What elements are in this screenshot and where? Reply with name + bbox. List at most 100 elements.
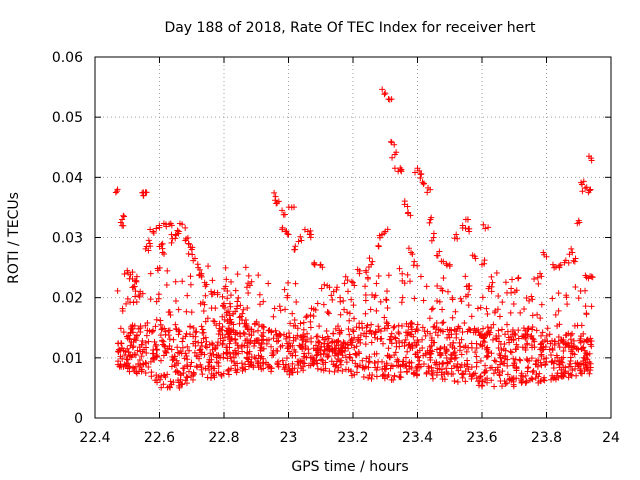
- data-point: [298, 237, 305, 244]
- data-point: [359, 357, 366, 364]
- data-point: [515, 275, 522, 282]
- data-point: [463, 363, 470, 370]
- data-point: [218, 327, 225, 334]
- data-point: [484, 379, 491, 386]
- data-point: [226, 329, 233, 336]
- data-point: [291, 204, 298, 211]
- data-point: [537, 270, 544, 277]
- data-point: [490, 321, 497, 328]
- data-point: [448, 327, 455, 334]
- data-point: [360, 373, 367, 380]
- data-point: [347, 339, 354, 346]
- data-point: [291, 317, 298, 324]
- data-point: [308, 335, 315, 342]
- data-point: [407, 212, 414, 219]
- data-point: [434, 252, 441, 259]
- data-point: [481, 332, 488, 339]
- data-point: [452, 308, 459, 315]
- data-point: [488, 324, 495, 331]
- data-point: [299, 346, 306, 353]
- data-point: [189, 251, 196, 258]
- data-point: [351, 282, 358, 289]
- data-point: [248, 353, 255, 360]
- data-point: [250, 364, 257, 371]
- data-point: [384, 352, 391, 359]
- data-point: [460, 371, 467, 378]
- data-point: [186, 368, 193, 375]
- data-point: [531, 275, 538, 282]
- data-point: [314, 300, 321, 307]
- data-point: [474, 305, 481, 312]
- data-point: [281, 286, 288, 293]
- data-point: [252, 355, 259, 362]
- data-point: [206, 341, 213, 348]
- data-point: [298, 365, 305, 372]
- data-point: [219, 323, 226, 330]
- data-point: [176, 328, 183, 335]
- data-point: [157, 317, 164, 324]
- data-point: [578, 322, 585, 329]
- data-point: [183, 352, 190, 359]
- data-point: [395, 329, 402, 336]
- data-point: [189, 244, 196, 251]
- data-point: [588, 337, 595, 344]
- data-point: [384, 226, 391, 233]
- data-point: [209, 346, 216, 353]
- data-point: [355, 334, 362, 341]
- data-point: [293, 298, 300, 305]
- data-point: [513, 375, 520, 382]
- data-point: [153, 316, 160, 323]
- data-point: [150, 229, 157, 236]
- data-point: [384, 325, 391, 332]
- data-point: [473, 353, 480, 360]
- data-point: [183, 308, 190, 315]
- data-point: [428, 306, 435, 313]
- data-point: [124, 365, 131, 372]
- data-point: [255, 272, 262, 279]
- data-point: [222, 264, 229, 271]
- data-point: [135, 292, 142, 299]
- data-point: [580, 344, 587, 351]
- data-point: [564, 301, 571, 308]
- data-point: [217, 335, 224, 342]
- data-point: [511, 360, 518, 367]
- data-point: [588, 303, 595, 310]
- data-point: [212, 345, 219, 352]
- data-point: [496, 351, 503, 358]
- data-point: [219, 313, 226, 320]
- data-point: [206, 367, 213, 374]
- data-point: [272, 327, 279, 334]
- data-point: [199, 343, 206, 350]
- data-point: [397, 165, 404, 172]
- data-point: [538, 301, 545, 308]
- data-point: [322, 336, 329, 343]
- data-point: [472, 329, 479, 336]
- data-point: [465, 302, 472, 309]
- data-point: [410, 369, 417, 376]
- data-point: [420, 297, 427, 304]
- data-point: [382, 296, 389, 303]
- data-point: [379, 373, 386, 380]
- data-point: [480, 325, 487, 332]
- data-point: [341, 306, 348, 313]
- data-point: [130, 364, 137, 371]
- data-point: [176, 220, 183, 227]
- data-point: [166, 336, 173, 343]
- data-point: [129, 351, 136, 358]
- data-point: [391, 323, 398, 330]
- data-point: [365, 359, 372, 366]
- data-point: [216, 320, 223, 327]
- data-point: [219, 293, 226, 300]
- data-point: [155, 295, 162, 302]
- data-point: [226, 336, 233, 343]
- data-point: [542, 337, 549, 344]
- data-point: [383, 360, 390, 367]
- data-point: [558, 355, 565, 362]
- data-point: [224, 318, 231, 325]
- data-point: [306, 231, 313, 238]
- data-point: [343, 359, 350, 366]
- data-point: [294, 332, 301, 339]
- data-point: [141, 346, 148, 353]
- data-point: [154, 347, 161, 354]
- data-point: [522, 347, 529, 354]
